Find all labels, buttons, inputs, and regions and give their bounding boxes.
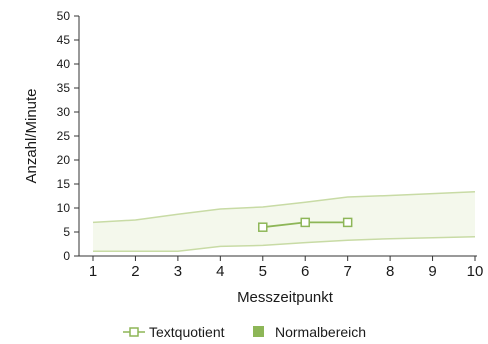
data-point-marker[interactable]	[301, 218, 309, 226]
normal-range-band-layer	[93, 192, 475, 252]
x-tick-label: 1	[89, 263, 97, 280]
legend-item-textquotient[interactable]: Textquotient	[123, 324, 225, 340]
x-ticks: 1 2 3 4 5 6 7 8 9 10	[89, 256, 484, 280]
data-point-marker[interactable]	[259, 223, 267, 231]
x-tick-label: 7	[343, 263, 351, 280]
x-tick-label: 2	[131, 263, 139, 280]
y-tick-label: 5	[63, 225, 70, 239]
y-tick-label: 25	[57, 129, 71, 143]
y-tick-label: 10	[57, 201, 71, 215]
y-tick-label: 40	[57, 57, 71, 71]
x-tick-label: 5	[259, 263, 267, 280]
x-tick-label: 8	[386, 263, 394, 280]
legend-label-textquotient: Textquotient	[149, 324, 225, 340]
y-tick-label: 45	[57, 33, 71, 47]
data-point-marker[interactable]	[344, 218, 352, 226]
y-tick-label: 0	[63, 249, 70, 263]
legend: Textquotient Normalbereich	[123, 324, 366, 340]
x-tick-label: 10	[467, 263, 484, 280]
y-axis-title: Anzahl/Minute	[23, 88, 40, 183]
x-tick-label: 3	[174, 263, 182, 280]
x-tick-label: 6	[301, 263, 309, 280]
x-axis-title: Messzeitpunkt	[237, 289, 334, 306]
y-tick-label: 20	[57, 153, 71, 167]
x-tick-label: 4	[216, 263, 224, 280]
y-tick-label: 30	[57, 105, 71, 119]
legend-item-normalbereich[interactable]: Normalbereich	[253, 324, 366, 340]
legend-square-marker-icon	[130, 328, 138, 336]
y-tick-label: 35	[57, 81, 71, 95]
legend-filled-square-icon	[253, 326, 264, 337]
y-tick-label: 15	[57, 177, 71, 191]
y-tick-label: 50	[57, 9, 71, 23]
normal-range-area	[93, 192, 475, 252]
x-tick-label: 9	[428, 263, 436, 280]
legend-label-normalbereich: Normalbereich	[275, 324, 366, 340]
y-ticks: 0 5 10 15 20 25 30 35 40 45 50	[57, 9, 79, 263]
